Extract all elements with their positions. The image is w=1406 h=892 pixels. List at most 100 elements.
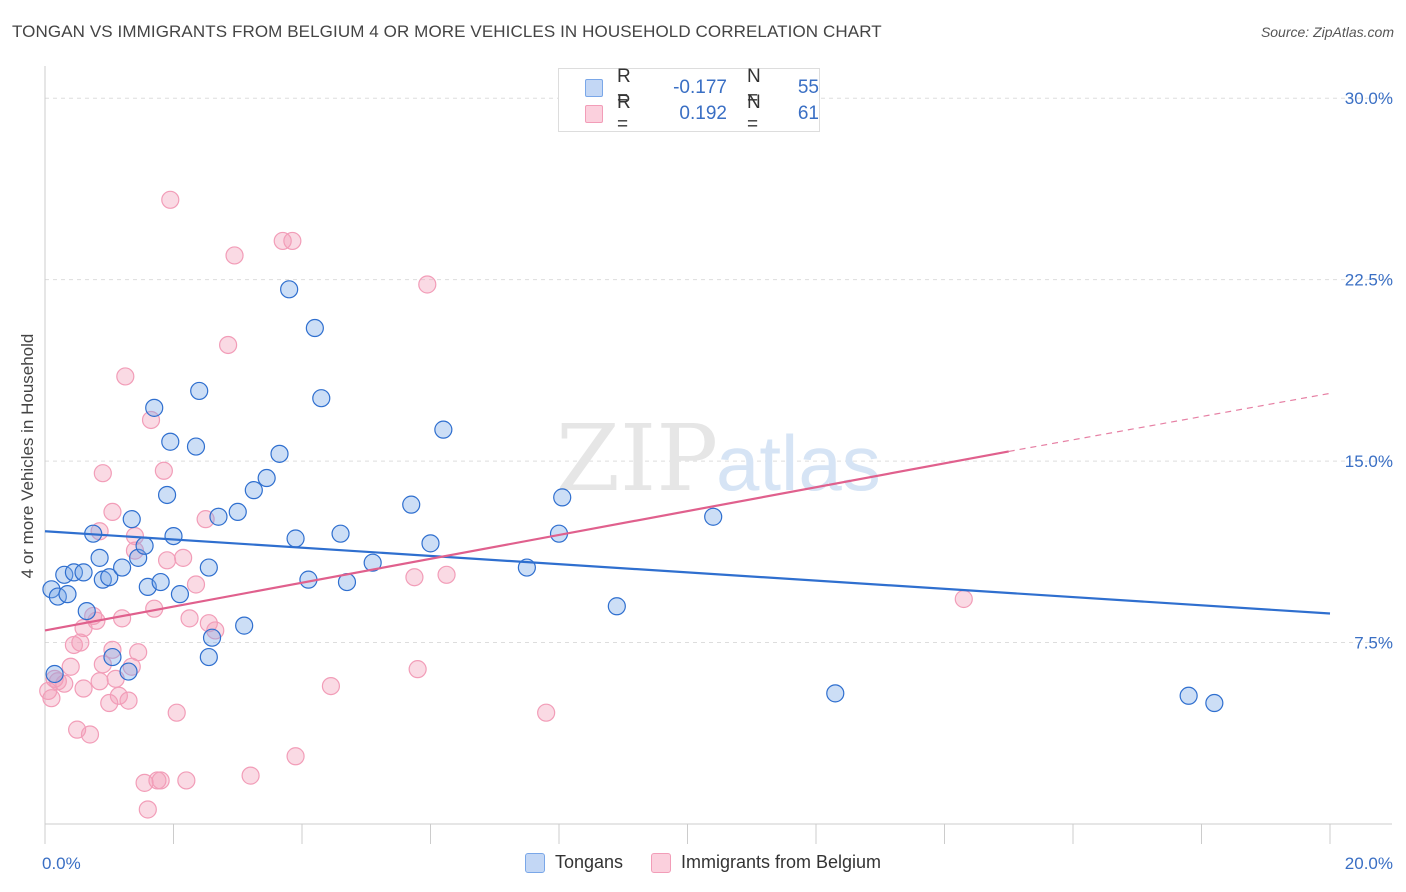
- belgium-point: [437, 565, 456, 584]
- belgium-point: [241, 766, 260, 785]
- tongans-point: [209, 507, 228, 526]
- r-label: R =: [616, 66, 631, 109]
- y-axis-label: 4 or more Vehicles in Household: [18, 333, 37, 579]
- tongans-point: [186, 437, 206, 456]
- belgium-point: [186, 575, 206, 594]
- belgium-swatch: [585, 105, 603, 123]
- source-label: Source: ZipAtlas.com: [1260, 24, 1394, 40]
- belgium-point: [90, 672, 109, 691]
- tongans-point: [235, 616, 254, 635]
- belgium-point: [129, 643, 148, 662]
- belgium-point: [161, 190, 180, 209]
- belgium-point: [45, 669, 64, 688]
- tongans-point: [202, 628, 222, 647]
- watermark: ZIP atlas: [556, 405, 881, 512]
- belgium-trend-extension: [1008, 392, 1331, 453]
- belgium-point: [74, 679, 93, 698]
- trend-lines: [44, 392, 1331, 632]
- tongans-point: [74, 563, 93, 582]
- tongans-point: [331, 524, 350, 543]
- watermark-zip: ZIP: [556, 405, 718, 512]
- correlation-legend: R = -0.177 N = 55 R = 0.192 N = 61: [558, 66, 820, 135]
- belgium-point: [408, 660, 427, 679]
- belgium-point: [71, 633, 90, 652]
- tongans-point: [402, 495, 421, 514]
- chart-title: TONGAN VS IMMIGRANTS FROM BELGIUM 4 OR M…: [12, 22, 882, 41]
- belgium-point: [174, 548, 193, 567]
- tongans-point: [157, 485, 177, 505]
- belgium-point: [283, 231, 302, 251]
- tongans-point: [305, 318, 324, 338]
- y-tick-label: 30.0%: [1345, 89, 1393, 108]
- belgium-point: [61, 657, 80, 676]
- belgium-point: [954, 589, 973, 609]
- tongans-trend-line: [44, 530, 1331, 615]
- tongans-point: [421, 534, 440, 553]
- belgium-point: [112, 609, 132, 628]
- series-belgium-points: [39, 190, 973, 819]
- n-label: N =: [746, 92, 761, 135]
- r-value: 0.192: [679, 103, 727, 124]
- belgium-point: [321, 676, 341, 696]
- legend-row-tongans: R = -0.177 N = 55: [585, 66, 819, 109]
- belgium-point: [157, 551, 177, 570]
- tongans-point: [161, 432, 180, 451]
- belgium-point: [177, 771, 196, 790]
- tongans-point: [90, 548, 109, 567]
- tongans-point: [135, 536, 154, 555]
- belgium-point: [100, 693, 119, 713]
- x-tick-labels: 0.0% 20.0%: [42, 854, 1393, 873]
- tongans-point: [704, 507, 723, 526]
- belgium-point: [93, 655, 112, 674]
- legend-item-belgium: Immigrants from Belgium: [651, 852, 881, 873]
- belgium-legend-label: Immigrants from Belgium: [681, 852, 882, 872]
- belgium-legend-swatch: [651, 852, 671, 873]
- tongans-point: [119, 662, 138, 681]
- tongans-point: [1205, 693, 1224, 713]
- belgium-point: [103, 502, 122, 522]
- legend-item-tongans: Tongans: [524, 852, 623, 873]
- n-value: 61: [797, 103, 819, 124]
- belgium-point: [103, 640, 122, 659]
- belgium-point: [55, 674, 74, 693]
- tongans-legend-label: Tongans: [554, 852, 623, 872]
- r-value: -0.177: [673, 77, 727, 98]
- tongans-point: [1179, 686, 1198, 705]
- tongans-point: [286, 529, 305, 548]
- tongans-point: [270, 444, 289, 463]
- belgium-point: [93, 464, 112, 483]
- tongans-point: [190, 381, 209, 401]
- belgium-point: [154, 461, 173, 480]
- series-legend: Tongans Immigrants from Belgium: [0, 852, 1406, 873]
- belgium-point: [151, 771, 170, 790]
- tongans-swatch: [585, 79, 603, 97]
- legend-row-belgium: R = 0.192 N = 61: [585, 92, 819, 135]
- tongans-point: [103, 647, 122, 667]
- r-label: R =: [616, 92, 631, 135]
- belgium-point: [199, 614, 218, 633]
- tongans-point: [145, 398, 164, 417]
- tongans-point: [112, 558, 132, 577]
- belgium-point: [109, 686, 128, 705]
- tongans-point: [312, 389, 331, 408]
- belgium-point: [418, 275, 437, 294]
- belgium-point: [225, 246, 244, 265]
- x-tick-label: 20.0%: [1345, 854, 1393, 873]
- grid-lines: [45, 97, 1392, 644]
- belgium-point: [80, 725, 100, 744]
- tongans-point: [244, 481, 263, 500]
- tongans-legend-swatch: [524, 852, 545, 873]
- axes: [44, 66, 1392, 844]
- tongans-point: [363, 553, 382, 572]
- watermark-atlas: atlas: [716, 419, 881, 507]
- belgium-trend-line: [44, 450, 1009, 632]
- belgium-point: [273, 231, 292, 251]
- belgium-point: [286, 747, 305, 766]
- tongans-point: [553, 488, 572, 507]
- tongans-point: [64, 563, 84, 582]
- tongans-point: [151, 572, 170, 592]
- y-tick-label: 22.5%: [1345, 271, 1393, 290]
- belgium-point: [537, 703, 556, 722]
- tongans-point: [826, 684, 845, 703]
